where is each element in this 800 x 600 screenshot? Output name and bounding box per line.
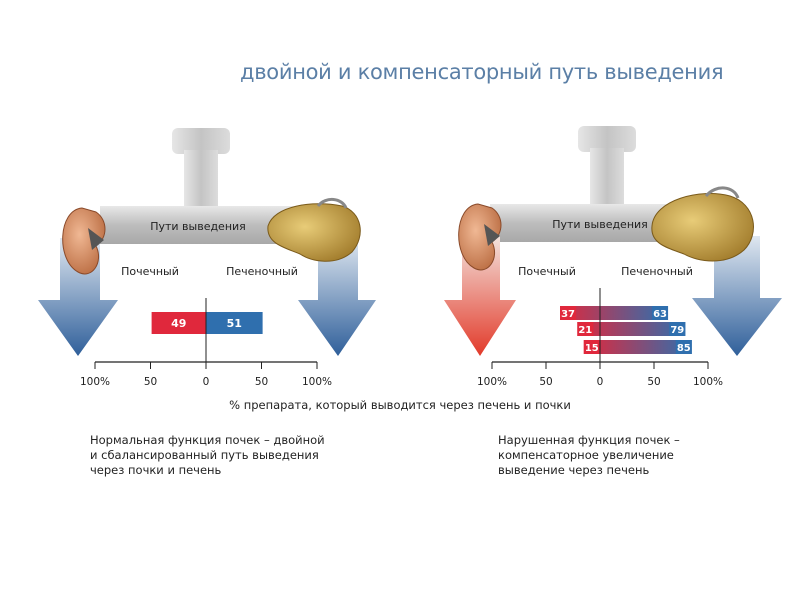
renal-bar [577, 322, 594, 336]
pipe-icon [100, 128, 340, 244]
liver-icon [267, 198, 361, 262]
caption-normal: Нормальная функция почек – двойной и сба… [90, 433, 325, 477]
liver-icon [651, 186, 754, 262]
hepatic-arrow [298, 238, 376, 356]
chart-normal: 49 51 100% 50 0 50 100% [80, 298, 332, 388]
renal-value-label: 37 [561, 309, 575, 320]
mixed-bar [560, 306, 669, 320]
panel-normal: Пути выведения Почечный Печеночный 49 51 1… [38, 128, 376, 388]
mixed-bar [577, 322, 686, 336]
x-tick-label: 100% [693, 376, 723, 388]
x-tick-label: 100% [302, 376, 332, 388]
renal-arrow [38, 238, 118, 356]
renal-arrow [444, 236, 516, 356]
x-tick-label: 100% [477, 376, 507, 388]
kidney-icon [62, 207, 106, 275]
x-tick-label: 100% [80, 376, 110, 388]
hepatic-value-label: 79 [670, 325, 684, 336]
hepatic-bar [675, 340, 692, 354]
chart-impaired: 37 63 21 79 15 85 100% 50 0 50 100% [477, 288, 723, 388]
kidney-icon [458, 203, 502, 271]
x-tick-label: 50 [255, 376, 268, 388]
hepatic-arrow [692, 236, 782, 356]
pipe-label: Пути выведения [552, 218, 648, 231]
hepatic-bar [669, 322, 686, 336]
x-tick-label: 50 [144, 376, 157, 388]
renal-value-label: 21 [578, 325, 592, 336]
x-tick-label: 50 [647, 376, 660, 388]
x-axis-label: % препарата, который выводится через печ… [229, 398, 571, 412]
hepatic-label: Печеночный [226, 265, 298, 278]
hepatic-bar [206, 312, 263, 334]
renal-bar [151, 312, 206, 334]
x-tick-label: 50 [539, 376, 552, 388]
hepatic-value-label: 85 [677, 343, 691, 354]
renal-bar [583, 340, 600, 354]
x-tick-label: 0 [203, 376, 210, 388]
hepatic-label: Печеночный [621, 265, 693, 278]
renal-value-label: 15 [585, 343, 599, 354]
renal-bar [560, 306, 577, 320]
pipe-label: Пути выведения [150, 220, 246, 233]
renal-label: Почечный [518, 265, 576, 278]
page-title: двойной и компенсаторный путь выведения [240, 60, 724, 84]
caption-impaired: Нарушенная функция почек – компенсаторно… [498, 433, 680, 477]
hepatic-bar [652, 306, 669, 320]
renal-value-label: 49 [171, 317, 186, 330]
panel-impaired: Пути выведения Почечный Печеночный 37 63 2… [444, 126, 782, 388]
hepatic-value-label: 51 [227, 317, 242, 330]
renal-label: Почечный [121, 265, 179, 278]
mixed-bar [583, 340, 692, 354]
x-tick-label: 0 [597, 376, 604, 388]
hepatic-value-label: 63 [653, 309, 667, 320]
